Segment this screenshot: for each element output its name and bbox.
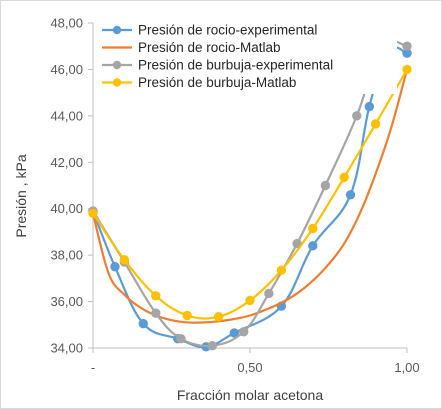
x-axis-title: Fracción molar acetona xyxy=(177,387,324,403)
legend: Presión de rocio-experimental Presión de … xyxy=(97,14,397,94)
data-point xyxy=(138,318,148,329)
data-point xyxy=(88,208,98,219)
data-point xyxy=(370,119,381,129)
legend-box xyxy=(97,14,397,94)
x-tick-label: 1,00 xyxy=(394,360,419,375)
y-tick-label: 38,00 xyxy=(50,248,83,263)
data-point xyxy=(402,41,412,51)
y-axis-title: Presión , kPa xyxy=(13,154,29,237)
data-point xyxy=(339,172,349,183)
y-tick-label: 40,00 xyxy=(50,201,83,216)
data-point xyxy=(110,262,120,272)
series-4 xyxy=(88,64,412,322)
data-point xyxy=(176,334,186,344)
series-line xyxy=(91,69,409,324)
data-point xyxy=(345,190,356,200)
data-point xyxy=(352,111,362,121)
x-tick-label: 0,50 xyxy=(237,360,262,375)
data-point xyxy=(182,310,192,321)
data-point xyxy=(308,241,318,251)
legend-swatch-marker xyxy=(112,25,122,35)
legend-item: Presión de rocio-Matlab xyxy=(102,40,281,55)
legend-label: Presión de rocio-experimental xyxy=(138,23,317,38)
data-point xyxy=(276,265,287,275)
data-point xyxy=(308,223,318,234)
series-layer xyxy=(88,39,412,352)
legend-label: Presión de burbuja-experimental xyxy=(138,58,333,73)
data-point xyxy=(151,308,161,318)
legend-item: Presión de burbuja-Matlab xyxy=(102,75,296,90)
y-tick-label: 44,00 xyxy=(50,108,83,123)
y-tick-label: 48,00 xyxy=(50,16,83,31)
y-tick-label: 46,00 xyxy=(50,62,83,77)
data-point xyxy=(264,288,274,299)
legend-item: Presión de burbuja-experimental xyxy=(102,58,333,73)
axes: 34,00 36,00 38,00 40,00 42,00 44,00 46,00 48,00… xyxy=(50,16,419,376)
data-point xyxy=(364,101,375,112)
legend-swatch-marker xyxy=(112,60,122,70)
legend-item: Presión de rocio-experimental xyxy=(102,23,317,38)
series-2 xyxy=(91,69,409,324)
data-point xyxy=(151,291,161,301)
data-point xyxy=(320,180,331,191)
data-point xyxy=(239,327,249,337)
data-point xyxy=(229,328,240,338)
data-point xyxy=(213,311,224,322)
data-point xyxy=(119,255,130,265)
y-tick-label: 34,00 xyxy=(50,341,83,356)
data-point xyxy=(207,340,218,351)
legend-label: Presión de burbuja-Matlab xyxy=(138,75,296,90)
data-point xyxy=(402,64,412,75)
y-tick-label: 36,00 xyxy=(50,294,83,309)
x-tick-label: - xyxy=(91,360,95,375)
legend-swatch-marker xyxy=(112,78,122,87)
y-tick-label: 42,00 xyxy=(50,155,83,170)
legend-label: Presión de rocio-Matlab xyxy=(138,40,281,55)
data-point xyxy=(245,295,255,306)
